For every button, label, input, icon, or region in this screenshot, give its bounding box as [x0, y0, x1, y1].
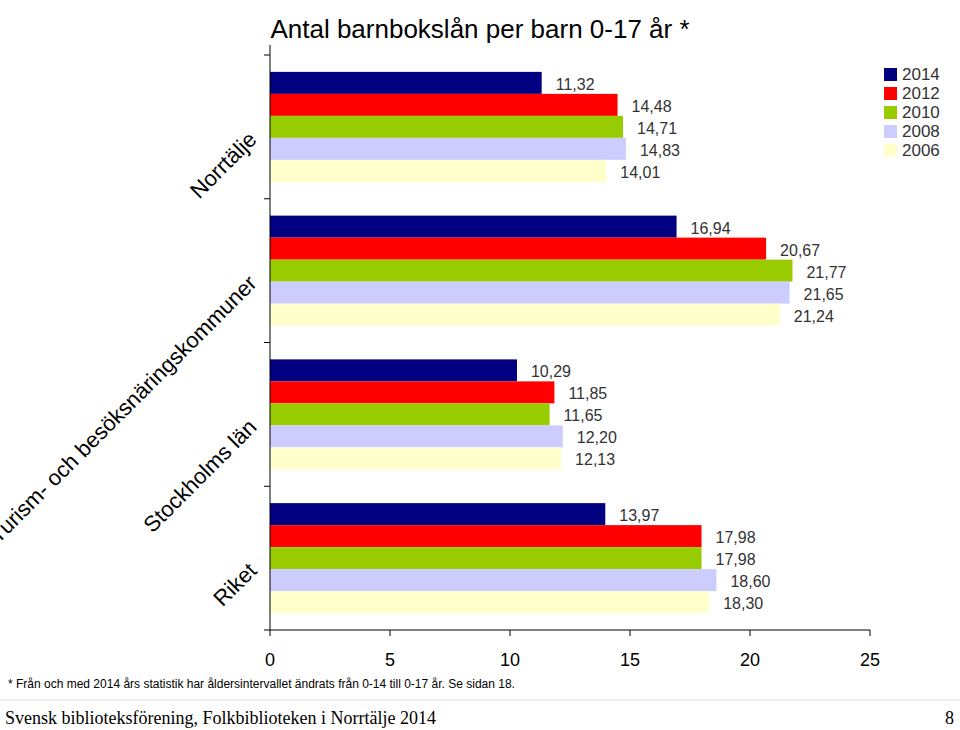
data-label: 14,01	[620, 164, 660, 181]
x-axis	[270, 630, 870, 631]
category-label: Turism- och besöksnäringskommuner	[0, 270, 262, 547]
category-tick	[264, 486, 270, 487]
data-label: 18,30	[723, 595, 763, 612]
bar	[270, 425, 563, 447]
bar	[270, 160, 606, 182]
data-label: 14,83	[640, 142, 680, 159]
legend-swatch	[884, 125, 897, 138]
data-label: 10,29	[531, 363, 571, 380]
data-label: 18,60	[730, 573, 770, 590]
category-tick	[264, 55, 270, 56]
footnote: * Från och med 2014 års statistik har ål…	[8, 677, 515, 691]
legend-label: 2014	[902, 65, 940, 84]
data-label: 14,71	[637, 120, 677, 137]
bar	[270, 216, 677, 238]
data-label: 21,77	[806, 264, 846, 281]
page-number: 8	[945, 708, 954, 728]
bars	[270, 72, 792, 613]
bar	[270, 304, 780, 326]
data-label: 12,20	[577, 429, 617, 446]
bar	[270, 591, 709, 613]
bar	[270, 525, 702, 547]
x-tick-label: 25	[860, 650, 880, 670]
bar	[270, 116, 623, 138]
x-tick	[750, 630, 751, 636]
legend-swatch	[884, 68, 897, 81]
category-label: Riket	[208, 558, 261, 611]
legend-label: 2006	[902, 141, 940, 160]
x-tick-label: 5	[385, 650, 395, 670]
legend-swatch	[884, 106, 897, 119]
data-label: 21,65	[804, 286, 844, 303]
category-tick	[264, 630, 270, 631]
legend-label: 2010	[902, 103, 940, 122]
legend-swatch	[884, 144, 897, 157]
x-tick	[270, 630, 271, 636]
category-label: Stockholms län	[138, 414, 261, 537]
data-label: 11,85	[568, 385, 607, 402]
legend-label: 2008	[902, 122, 940, 141]
y-axis	[270, 45, 271, 630]
bar	[270, 359, 517, 381]
bar	[270, 547, 702, 569]
data-label: 17,98	[716, 529, 756, 546]
data-label: 12,13	[575, 451, 615, 468]
bar	[270, 138, 626, 160]
legend-label: 2012	[902, 84, 940, 103]
chart: Antal barnbokslån per barn 0-17 år * 11,3…	[0, 0, 960, 730]
x-tick	[630, 630, 631, 636]
data-label: 16,94	[691, 220, 731, 237]
x-tick-label: 0	[265, 650, 275, 670]
category-label: Norrtälje	[185, 127, 261, 203]
category-tick	[264, 198, 270, 199]
bar	[270, 282, 790, 304]
bar	[270, 94, 618, 116]
data-label: 14,48	[632, 98, 672, 115]
footer-text: Svensk biblioteksförening, Folkbibliotek…	[5, 708, 436, 728]
x-tick	[390, 630, 391, 636]
bar	[270, 569, 716, 591]
data-label: 13,97	[619, 507, 659, 524]
bar	[270, 72, 542, 94]
title: Antal barnbokslån per barn 0-17 år *	[270, 14, 689, 44]
data-label: 11,65	[564, 407, 603, 424]
data-label: 21,24	[794, 308, 834, 325]
bar	[270, 503, 605, 525]
bar	[270, 447, 561, 469]
x-tick	[510, 630, 511, 636]
x-tick-label: 10	[500, 650, 520, 670]
x-tick-label: 15	[620, 650, 640, 670]
category-tick	[264, 342, 270, 343]
data-label: 20,67	[780, 242, 820, 259]
x-tick-label: 20	[740, 650, 760, 670]
data-labels: 11,32 16,94 10,29 13,97 14,48 20,67 11,85 17,98…	[531, 76, 847, 612]
footer-rule	[0, 700, 960, 701]
bar	[270, 403, 550, 425]
legend-swatch	[884, 87, 897, 100]
bar	[270, 260, 792, 282]
data-label: 11,32	[556, 76, 595, 93]
bar	[270, 381, 554, 403]
bar	[270, 238, 766, 260]
x-tick	[870, 630, 871, 636]
data-label: 17,98	[716, 551, 756, 568]
